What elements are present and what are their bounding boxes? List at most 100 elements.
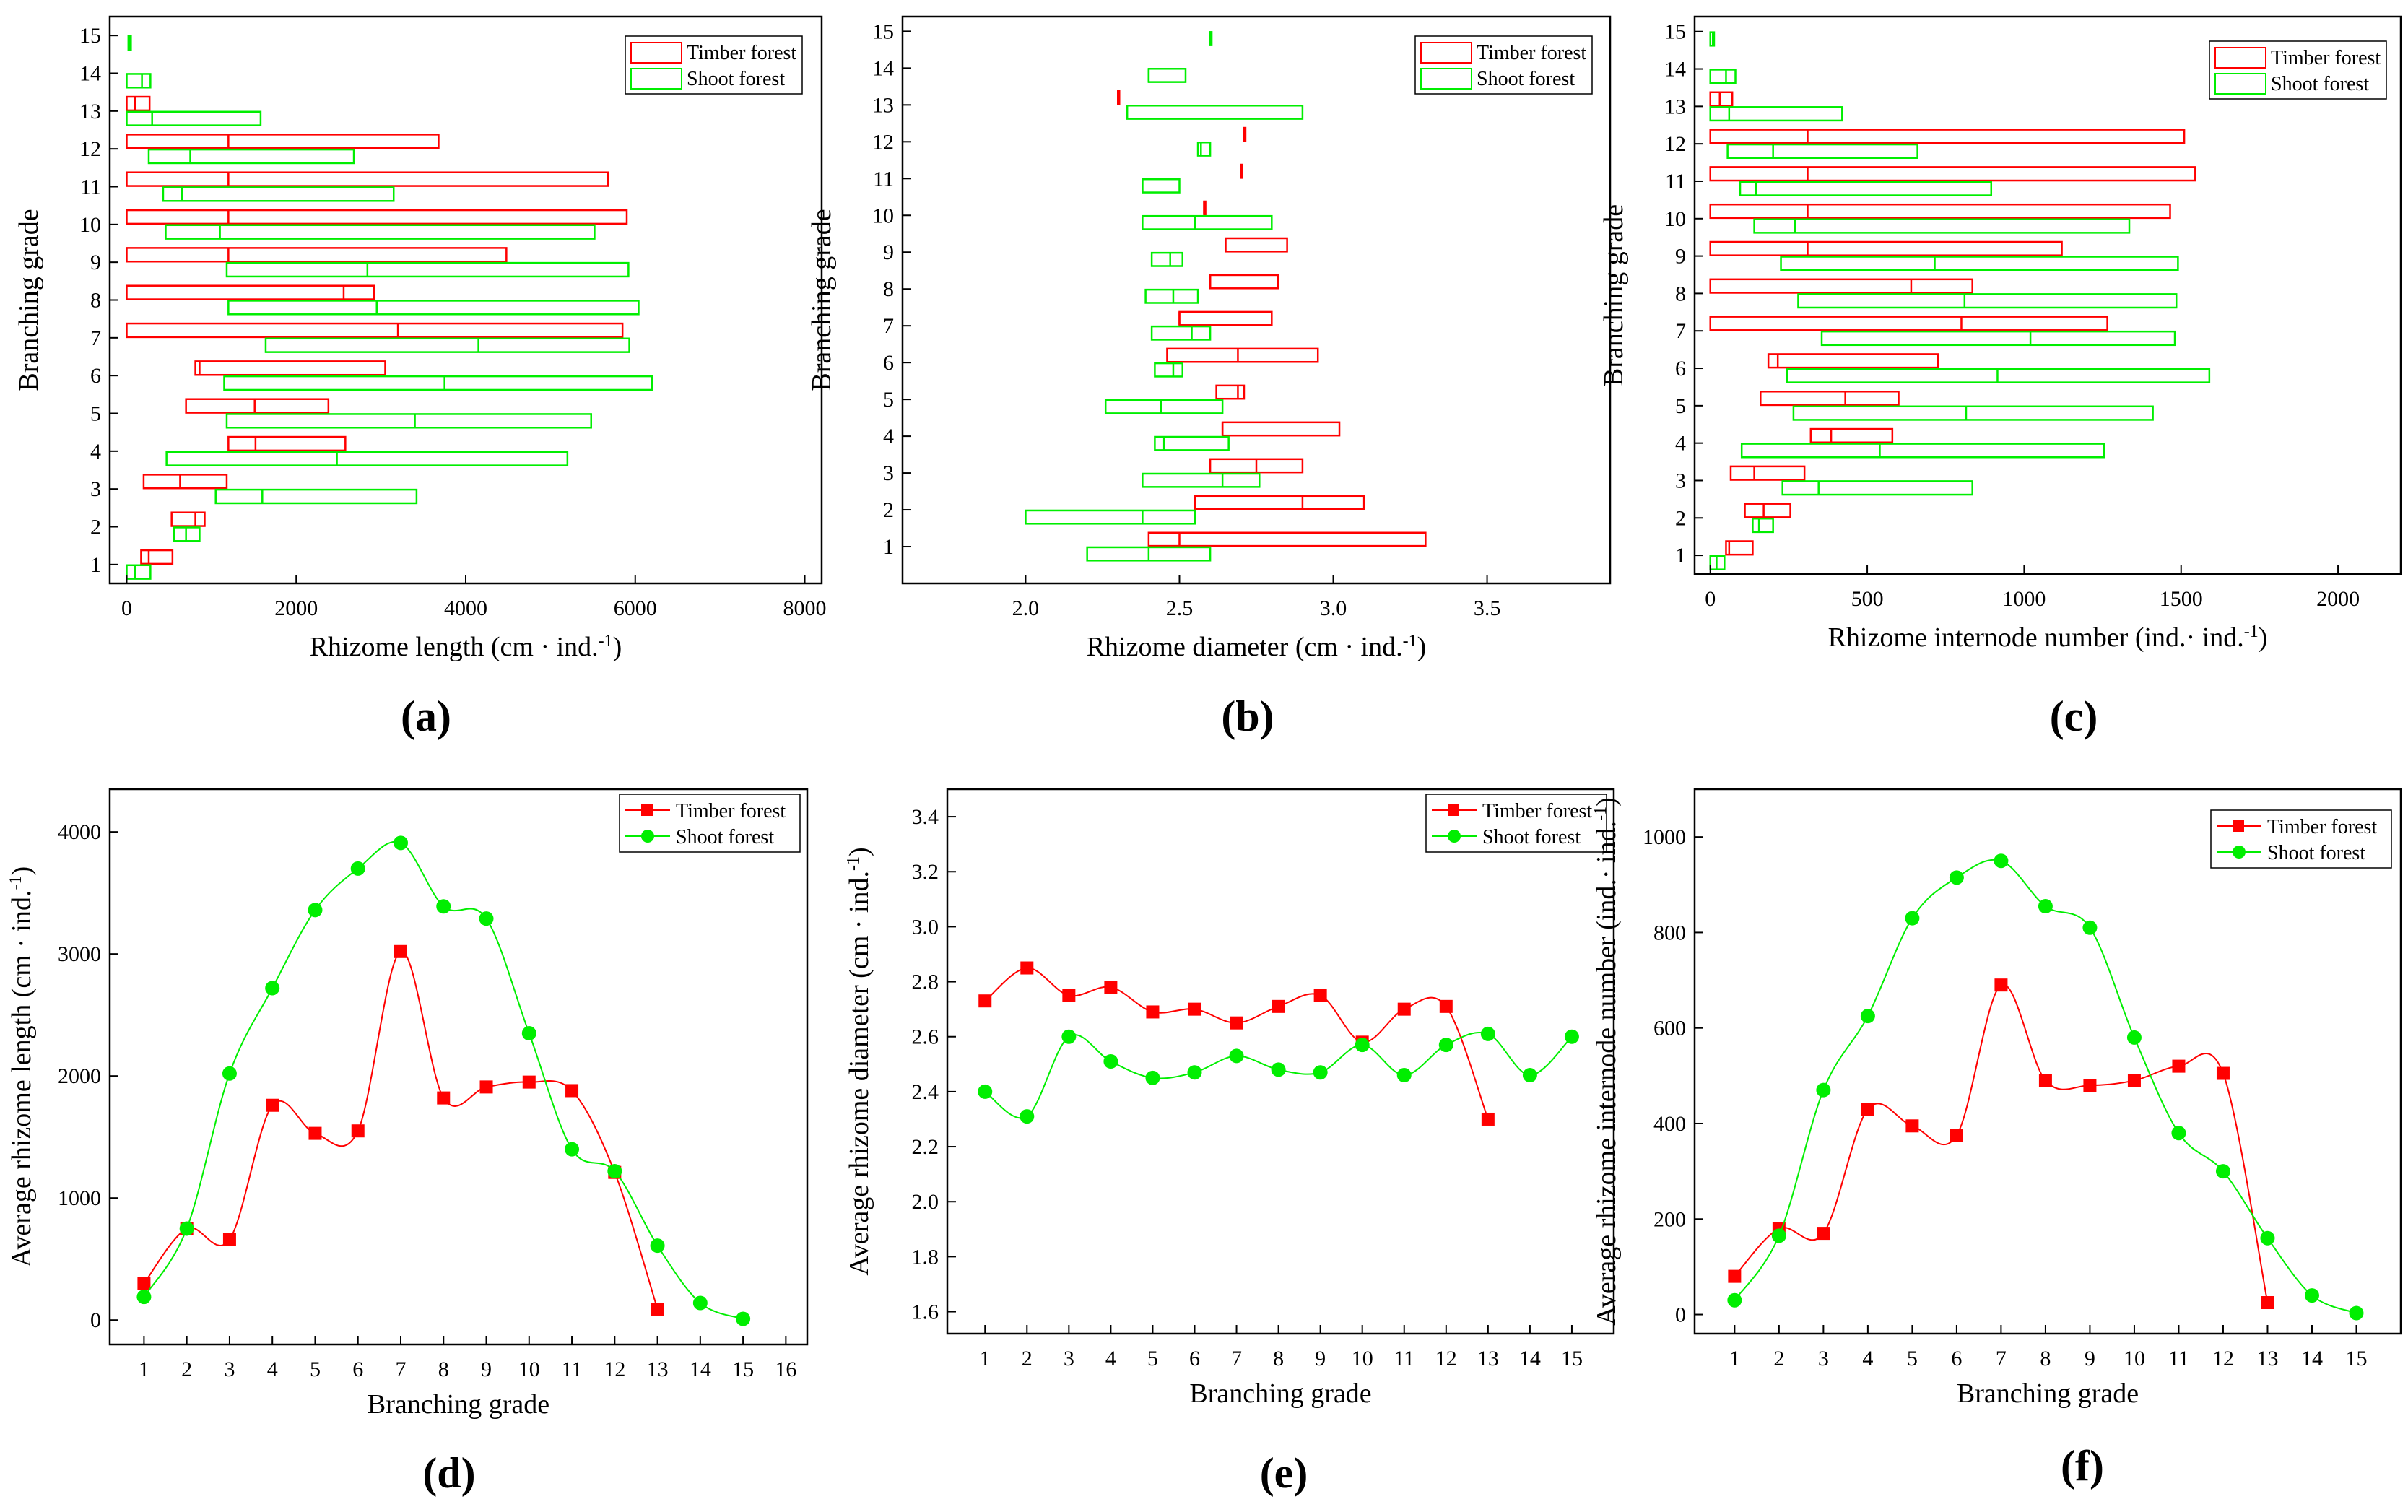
box-a-timber-grade-12 <box>126 134 440 149</box>
box-a-shoot-grade-10 <box>165 224 596 240</box>
box-c-timber-grade-9 <box>1709 240 2063 256</box>
legend-label-f-0: Timber forest <box>2267 816 2377 838</box>
xlabel-e-main: Branching grade <box>1189 1378 1371 1409</box>
box-a-timber-grade-5 <box>185 398 330 414</box>
ytick-label-a-3: 3 <box>90 477 101 501</box>
legend-label-b-1: Shoot forest <box>1477 68 1575 90</box>
ylabel-d: Average rhizome length (cm · ind.-1) <box>6 866 37 1267</box>
box-b-shoot-grade-4 <box>1154 435 1230 451</box>
point-e-timber-5 <box>1146 1005 1160 1019</box>
ylabel-b-main: Branching grade <box>807 209 837 391</box>
ytick-label-b-1: 1 <box>883 535 894 559</box>
ytick-label-b-12: 12 <box>872 130 894 154</box>
ylabel-e-end: ) <box>844 847 874 856</box>
point-d-timber-6 <box>351 1124 365 1138</box>
legend-marker-e-0 <box>1448 804 1459 816</box>
plot-frame-e <box>946 788 1615 1335</box>
xlabel-f: Branching grade <box>1957 1378 2139 1409</box>
xtick-label-f-7: 7 <box>1996 1347 2007 1370</box>
box-c-timber-grade-4 <box>1809 427 1894 443</box>
ylabel-d-end: ) <box>6 866 37 876</box>
ylabel-e-main: Average rhizome diameter (cm · ind. <box>844 871 874 1276</box>
point-d-timber-8 <box>437 1091 451 1105</box>
ytick-label-b-13: 13 <box>872 93 894 117</box>
point-d-shoot-4 <box>265 981 280 996</box>
point-e-shoot-10 <box>1355 1038 1370 1053</box>
ytick-label-e-2.8: 2.8 <box>912 970 939 994</box>
box-c-timber-grade-11 <box>1709 166 2196 182</box>
ytick-label-c-2: 2 <box>1675 506 1686 530</box>
box-c-timber-grade-8 <box>1709 278 1973 294</box>
ytick-label-d-4000: 4000 <box>58 820 101 844</box>
point-e-shoot-7 <box>1229 1048 1244 1064</box>
point-e-shoot-6 <box>1187 1065 1202 1080</box>
point-e-shoot-8 <box>1271 1062 1286 1077</box>
box-c-shoot-grade-2 <box>1752 517 1774 534</box>
panel-c: 0 500 1000 1500 2000123456789101112131415Rhi… <box>1599 15 2402 740</box>
point-d-timber-3 <box>222 1233 236 1246</box>
box-c-shoot-grade-7 <box>1820 330 2176 347</box>
xtick-label-d-2: 2 <box>181 1357 192 1381</box>
point-e-shoot-13 <box>1480 1026 1495 1041</box>
panel-b: 2.0 2.5 3.0 3.5123456789101112131415Rhizome… <box>807 15 1612 740</box>
point-e-shoot-9 <box>1313 1065 1328 1080</box>
box-a-shoot-grade-9 <box>225 261 630 278</box>
point-e-shoot-3 <box>1061 1029 1077 1044</box>
legend-box-c <box>2209 40 2387 100</box>
xlabel-b-end: ) <box>1417 632 1427 662</box>
xtick-label-e-10: 10 <box>1352 1347 1373 1370</box>
ytick-label-c-3: 3 <box>1675 469 1686 492</box>
legend-swatch-c-0 <box>2214 47 2266 69</box>
point-f-shoot-12 <box>2215 1164 2230 1179</box>
xtick-label-e-3: 3 <box>1064 1347 1074 1370</box>
point-e-timber-8 <box>1272 999 1285 1013</box>
xtick-label-e-6: 6 <box>1189 1347 1200 1370</box>
box-a-timber-grade-11 <box>126 171 609 187</box>
box-c-shoot-grade-3 <box>1781 480 1973 496</box>
xtick-label-d-15: 15 <box>732 1357 754 1381</box>
xlabel-c-main: Rhizome internode number (ind.· ind. <box>1828 622 2244 653</box>
box-a-shoot-grade-8 <box>227 300 640 316</box>
ytick-label-a-14: 14 <box>79 62 101 86</box>
box-b-timber-grade-1 <box>1147 531 1427 547</box>
point-e-timber-9 <box>1313 989 1327 1002</box>
ytick-label-e-2.2: 2.2 <box>912 1135 939 1159</box>
xtick-label-f-15: 15 <box>2345 1347 2367 1370</box>
xtick-label-d-16: 16 <box>775 1357 796 1381</box>
xlabel-a-end: ) <box>613 632 622 662</box>
legend-marker-d-1 <box>641 830 654 843</box>
panel-label-f: (f) <box>2061 1442 2104 1490</box>
point-e-shoot-15 <box>1564 1029 1579 1044</box>
point-f-shoot-9 <box>2082 920 2098 935</box>
xtick-label-f-4: 4 <box>1862 1347 1873 1370</box>
point-d-timber-11 <box>565 1084 579 1098</box>
ylabel-f-sup: -1 <box>1591 807 1610 821</box>
xtick-label-a-8000: 8000 <box>783 596 827 620</box>
xlabel-a: Rhizome length (cm · ind.-1) <box>310 632 622 662</box>
ytick-label-e-3: 3.0 <box>912 915 939 939</box>
xtick-label-e-14: 14 <box>1519 1347 1541 1370</box>
point-f-shoot-11 <box>2171 1126 2186 1141</box>
plot-frame-b <box>901 15 1612 585</box>
ytick-label-e-2.6: 2.6 <box>912 1025 939 1049</box>
point-d-shoot-6 <box>350 861 365 876</box>
legend-label-a-0: Timber forest <box>687 42 796 64</box>
ytick-label-a-6: 6 <box>90 364 101 388</box>
point-d-timber-1 <box>137 1277 151 1290</box>
ytick-label-c-15: 15 <box>1664 20 1686 44</box>
ylabel-b: Branching grade <box>807 209 837 391</box>
box-c-shoot-grade-5 <box>1792 405 2154 421</box>
xtick-label-e-4: 4 <box>1105 1347 1116 1370</box>
point-f-timber-8 <box>2038 1074 2052 1087</box>
legend-marker-f-1 <box>2233 846 2246 859</box>
xtick-label-d-13: 13 <box>647 1357 669 1381</box>
ytick-label-c-14: 14 <box>1664 58 1686 82</box>
point-d-shoot-2 <box>179 1221 194 1236</box>
xlabel-b-sup: -1 <box>1403 632 1417 651</box>
xtick-label-d-11: 11 <box>562 1357 583 1381</box>
point-e-shoot-1 <box>978 1084 993 1099</box>
point-f-timber-5 <box>1905 1119 1919 1133</box>
legend-label-c-1: Shoot forest <box>2271 73 2369 95</box>
point-f-timber-12 <box>2216 1066 2230 1080</box>
ytick-label-a-13: 13 <box>79 100 101 123</box>
